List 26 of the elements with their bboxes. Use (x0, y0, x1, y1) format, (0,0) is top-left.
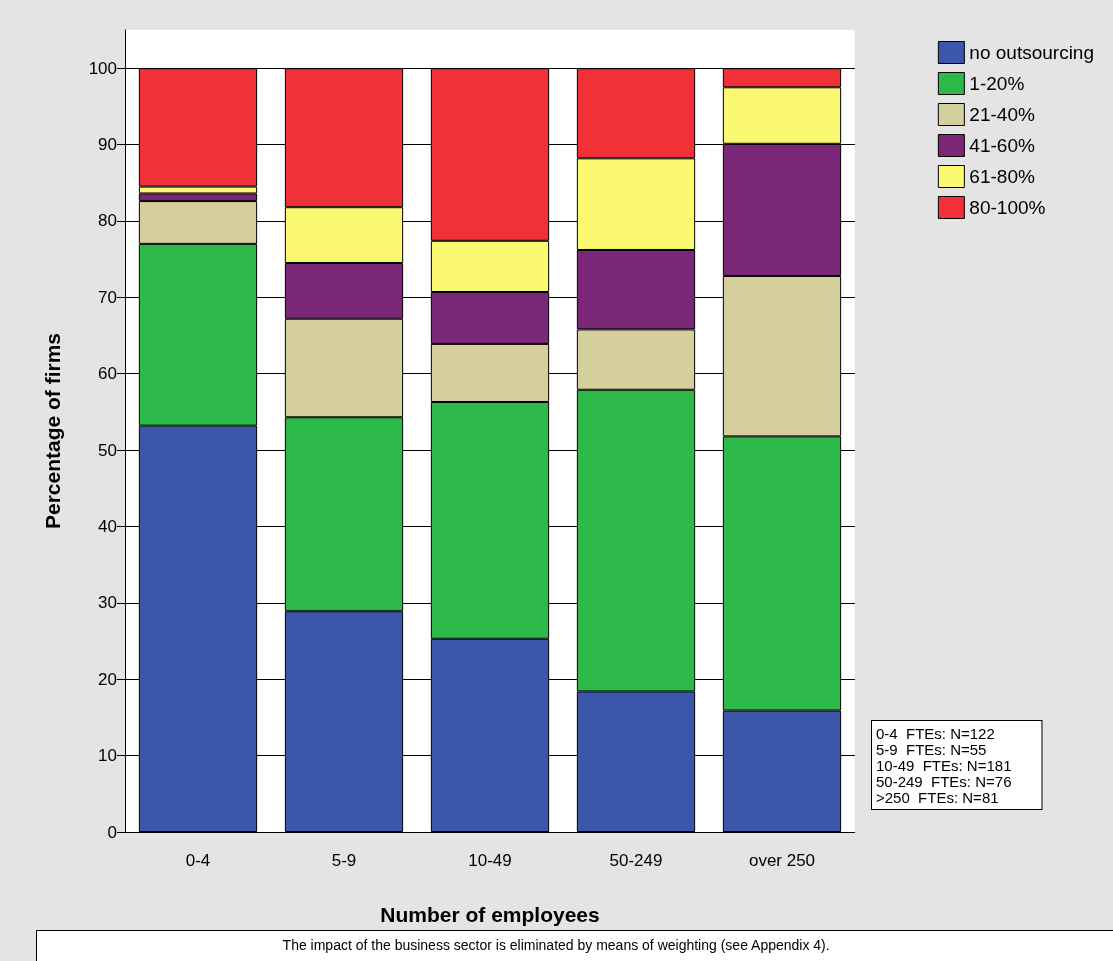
legend-label: 1-20% (969, 73, 1025, 94)
y-tick-label: 50 (98, 440, 117, 460)
x-tick-label: 10-49 (468, 851, 512, 870)
legend-label: 41-60% (969, 135, 1035, 156)
y-tick-label: 100 (88, 58, 117, 78)
y-tick-label: 0 (107, 822, 117, 842)
legend-label: 21-40% (969, 104, 1035, 125)
x-tick-label: over 250 (748, 851, 816, 870)
y-tick-label: 20 (98, 669, 117, 689)
legend-label: 61-80% (969, 166, 1035, 187)
y-axis-title: Percentage of firms (41, 332, 64, 530)
text: 0-4 FTEs: N=122 5-9 FTEs: N=55 10-49 FTEs: N=181 50-249 FTEs: N=76 >250 FTEs: N=81 (876, 724, 1012, 806)
y-tick-label: 90 (98, 135, 117, 155)
x-axis-title: Number of employees (380, 903, 600, 926)
legend-label: 80-100% (969, 197, 1046, 218)
x-tick-label: 50-249 (609, 851, 663, 870)
y-tick-label: 30 (98, 593, 117, 613)
x-tick-label: 0-4 (185, 851, 211, 870)
y-tick-label: 60 (98, 364, 117, 384)
legend-label: no outsourcing (969, 42, 1095, 63)
y-tick-label: 40 (98, 516, 117, 536)
text: The impact of the business sector is eliminated by means of weighting (see Appendix 4). (282, 937, 830, 953)
y-tick-label: 80 (98, 211, 117, 231)
y-tick-label: 70 (98, 287, 117, 307)
y-tick-label: 10 (98, 746, 117, 766)
x-tick-label: 5-9 (331, 851, 357, 870)
